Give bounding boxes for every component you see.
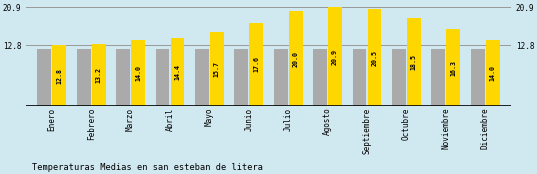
Text: 14.0: 14.0 xyxy=(135,65,141,81)
Text: 14.4: 14.4 xyxy=(175,64,180,80)
Bar xyxy=(92,44,106,106)
Bar xyxy=(116,49,130,106)
Bar xyxy=(210,32,224,106)
Bar xyxy=(353,49,366,106)
Bar xyxy=(274,49,288,106)
Bar xyxy=(407,18,421,106)
Text: 20.5: 20.5 xyxy=(372,50,378,66)
Bar xyxy=(486,40,499,106)
Bar xyxy=(431,49,445,106)
Text: 15.7: 15.7 xyxy=(214,61,220,77)
Text: 20.9: 20.9 xyxy=(332,49,338,65)
Text: 20.0: 20.0 xyxy=(293,51,299,67)
Bar xyxy=(289,11,302,106)
Text: 14.0: 14.0 xyxy=(490,65,496,81)
Bar xyxy=(446,29,460,106)
Bar xyxy=(392,49,406,106)
Bar xyxy=(52,45,66,106)
Text: 13.2: 13.2 xyxy=(96,67,101,83)
Text: 12.8: 12.8 xyxy=(56,68,62,84)
Bar xyxy=(156,49,169,106)
Text: Temperaturas Medias en san esteban de litera: Temperaturas Medias en san esteban de li… xyxy=(32,163,263,172)
Bar xyxy=(328,7,342,106)
Text: 18.5: 18.5 xyxy=(411,54,417,70)
Bar xyxy=(195,49,209,106)
Bar xyxy=(368,9,381,106)
Bar xyxy=(77,49,91,106)
Bar xyxy=(471,49,485,106)
Bar xyxy=(235,49,248,106)
Bar xyxy=(131,40,145,106)
Text: 17.6: 17.6 xyxy=(253,56,259,72)
Bar xyxy=(313,49,327,106)
Bar xyxy=(171,38,184,106)
Bar xyxy=(38,49,51,106)
Bar xyxy=(249,23,263,106)
Text: 16.3: 16.3 xyxy=(451,60,456,76)
